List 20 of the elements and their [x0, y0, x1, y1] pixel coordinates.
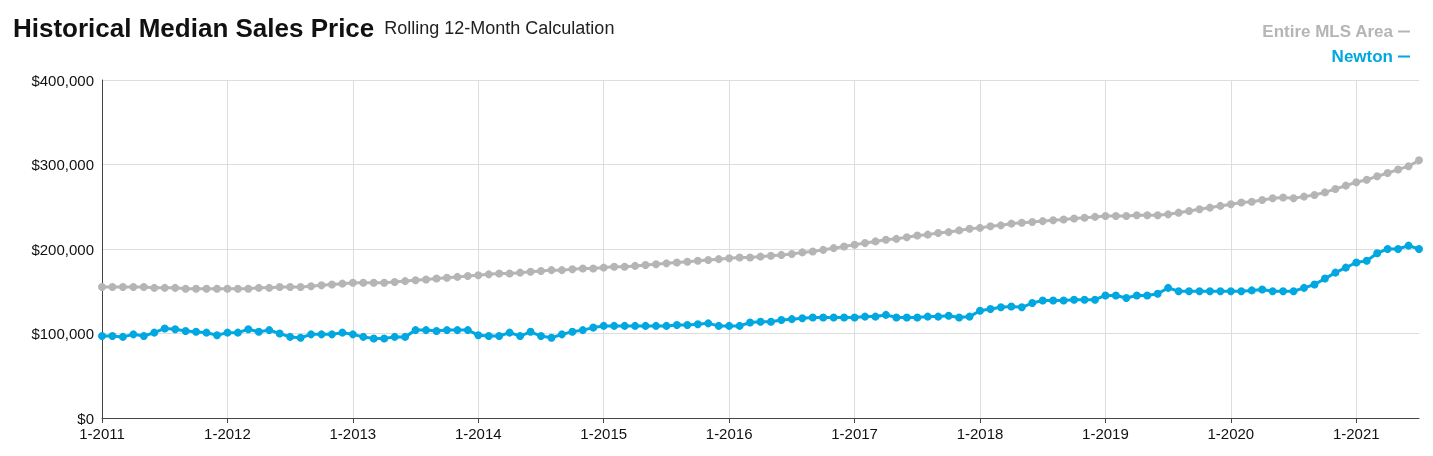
x-tick-label: 1-2019 [1082, 425, 1129, 442]
x-tick-label: 1-2013 [329, 425, 377, 442]
x-tick-label: 1-2015 [580, 425, 628, 442]
y-tick-label: $200,000 [31, 240, 94, 258]
x-tick-label: 1-2021 [1332, 425, 1380, 442]
chart-title: Historical Median Sales Price [13, 13, 375, 43]
x-tick-label: 1-2017 [831, 425, 878, 442]
y-tick-label: $300,000 [31, 156, 94, 173]
y-tick-label: $400,000 [31, 71, 94, 89]
y-tick-label: $0 [77, 409, 94, 427]
x-tick-label: 1-2016 [705, 425, 753, 442]
x-tick-label: 1-2018 [956, 425, 1004, 442]
chart-subtitle: Rolling 12-Month Calculation [384, 18, 615, 38]
x-tick-label: 1-2012 [204, 425, 251, 442]
legend-label: Newton [1331, 47, 1393, 66]
x-tick-label: 1-2020 [1207, 425, 1255, 442]
x-tick-label: 1-2014 [454, 425, 502, 442]
x-tick-label: 1-2011 [79, 425, 125, 442]
y-tick-label: $100,000 [31, 325, 94, 342]
legend-label: Entire MLS Area [1262, 22, 1394, 41]
